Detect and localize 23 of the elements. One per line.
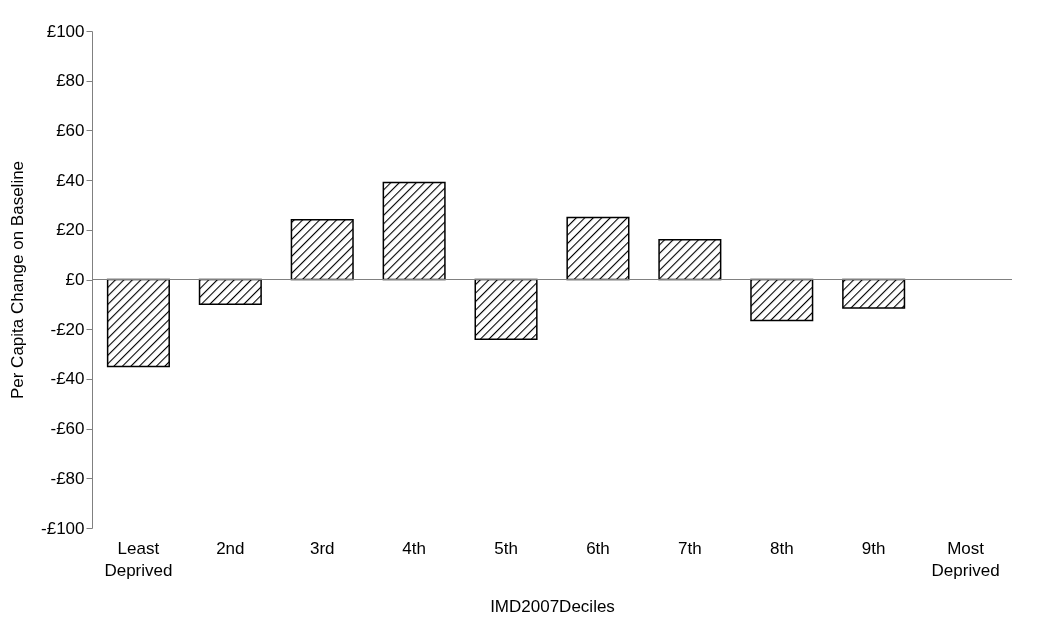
x-tick-label: 5th: [494, 538, 518, 558]
y-tick-label: -£40: [50, 369, 85, 389]
x-tick-label: 3rd: [309, 538, 335, 558]
x-tick-label: Most Deprived: [931, 538, 1000, 580]
y-tick-label: £80: [56, 71, 85, 91]
x-tick-label: 6th: [586, 538, 610, 558]
y-tick-label: £0: [65, 270, 85, 289]
x-tick-label: 2nd: [216, 538, 245, 558]
x-tick-label: Least Deprived: [104, 538, 173, 580]
x-tick-label: 8th: [769, 538, 794, 558]
y-tick-label: £20: [56, 220, 85, 240]
y-tick-label: £60: [56, 120, 85, 140]
y-tick-label: -£80: [50, 468, 85, 488]
x-tick-label: 7th: [678, 538, 702, 558]
y-tick-label: £40: [56, 170, 85, 190]
y-tick-label: -£20: [50, 319, 85, 339]
y-axis-title: Per Capita Change on Baseline: [8, 160, 28, 400]
x-tick-label: 4th: [402, 538, 426, 558]
y-tick-label: -£100: [41, 518, 85, 538]
x-tick-label: 9th: [861, 538, 886, 558]
y-tick-label: £100: [46, 21, 85, 41]
x-axis-title: IMD2007Deciles: [490, 596, 615, 616]
y-tick-label: -£60: [50, 419, 85, 439]
